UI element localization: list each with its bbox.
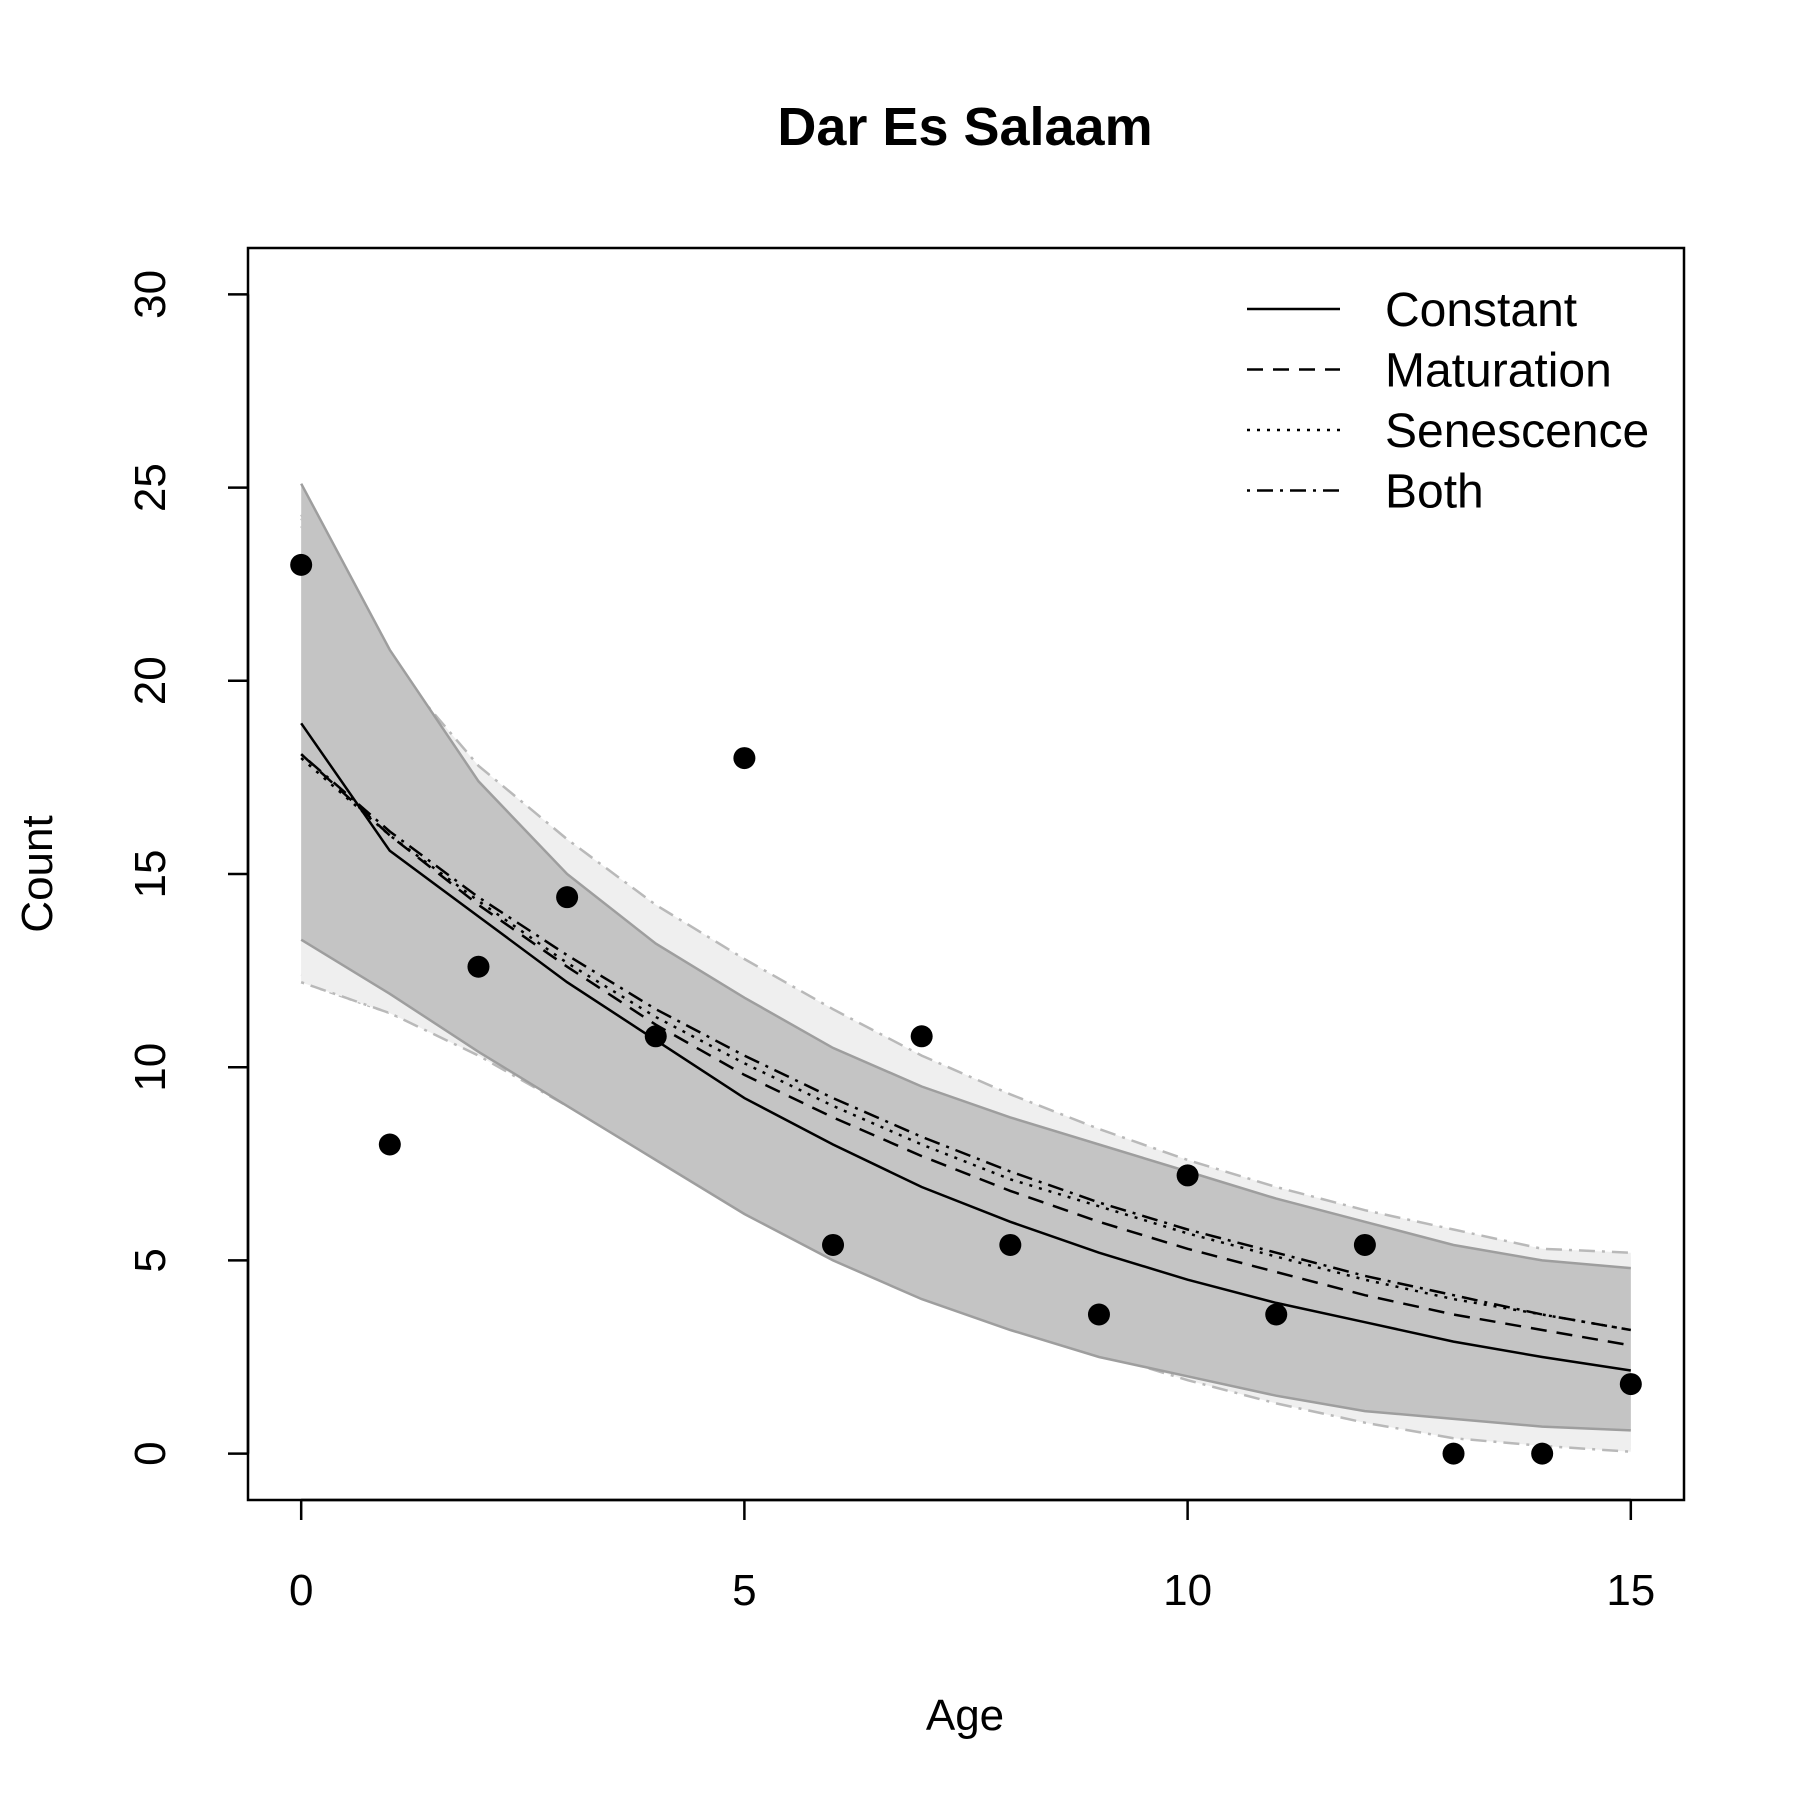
line-constant [300,722,1631,1372]
band-lower-constant [300,938,1631,1432]
x-tick-label: 5 [732,1566,756,1615]
chart-title: Dar Es Salaam [777,97,1152,157]
line-both [300,753,1632,1332]
data-point [910,1025,933,1048]
series-lines [300,722,1632,1372]
legend-label-constant: Constant [1385,284,1577,337]
legend-label-both: Both [1385,466,1484,519]
y-tick-label: 20 [126,656,175,705]
confidence-bands [300,483,1631,1453]
x-tick-label: 10 [1163,1566,1212,1615]
y-tick-label: 15 [126,850,175,899]
data-point [822,1233,845,1256]
data-point [644,1025,667,1048]
y-tick-label: 5 [126,1248,175,1272]
y-tick-label: 25 [126,463,175,512]
y-tick-label: 10 [126,1043,175,1092]
band-constant [301,483,1631,1431]
data-point [378,1133,401,1156]
y-tick-label: 30 [126,270,175,319]
data-point [1619,1373,1642,1396]
legend-label-maturation: Maturation [1385,345,1612,398]
data-point [999,1233,1022,1256]
data-point [733,747,756,770]
data-points [290,553,1642,1465]
data-point [1176,1164,1199,1187]
legend-label-senescence: Senescence [1385,405,1649,458]
data-point [467,955,490,978]
data-point [556,886,579,909]
band-upper-constant [300,483,1631,1270]
x-axis-label: Age [926,1691,1004,1740]
legend: Constant Maturation Senescence Both [1247,284,1649,519]
data-point [1265,1303,1288,1326]
band-upper-both [300,513,1631,1254]
line-senescence [300,757,1632,1332]
x-tick-label: 15 [1606,1566,1655,1615]
data-point [1442,1442,1465,1465]
data-point [1353,1233,1376,1256]
line-maturation [300,753,1632,1347]
data-point [1531,1442,1554,1465]
x-tick-label: 0 [289,1566,313,1615]
data-point [290,553,313,576]
y-axis-label: Count [13,815,62,932]
data-point [1087,1303,1110,1326]
y-tick-label: 0 [126,1441,175,1465]
y-axis: 0 5 10 15 20 25 30 [126,270,250,1466]
x-axis: 0 5 10 15 [289,1498,1655,1615]
